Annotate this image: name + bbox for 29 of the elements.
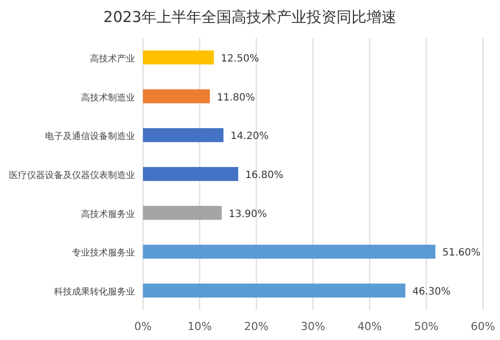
- x-tick-label: 10%: [187, 320, 212, 333]
- data-label: 51.60%: [442, 248, 481, 259]
- bar: [143, 50, 214, 64]
- bar: [143, 284, 406, 298]
- x-tick-label: 50%: [414, 320, 439, 333]
- y-tick-label: 高技术制造业: [81, 92, 135, 104]
- x-tick-label: 40%: [357, 320, 382, 333]
- chart-title: 2023年上半年全国高技术产业投资同比增速: [103, 8, 397, 26]
- y-tick-label: 专业技术服务业: [72, 248, 135, 259]
- x-tick-label: 30%: [300, 320, 326, 333]
- x-tick-label: 0%: [134, 320, 152, 333]
- data-label: 16.80%: [245, 170, 284, 181]
- bar: [143, 128, 224, 142]
- y-tick-label: 高技术服务业: [81, 208, 135, 220]
- bar: [143, 244, 436, 259]
- data-label: 13.90%: [228, 208, 267, 220]
- data-label: 46.30%: [412, 286, 451, 298]
- bar: [143, 167, 238, 181]
- y-tick-label: 高技术产业: [90, 53, 135, 64]
- y-tick-label: 电子及通信设备制造业: [45, 131, 135, 142]
- bar: [143, 206, 222, 220]
- y-tick-label: 医疗仪器设备及仪器仪表制造业: [9, 170, 135, 181]
- data-label: 12.50%: [220, 53, 259, 64]
- x-tick-label: 20%: [244, 320, 269, 333]
- bar: [143, 89, 210, 104]
- x-tick-label: 60%: [470, 320, 496, 333]
- data-label: 11.80%: [216, 92, 256, 104]
- data-label: 14.20%: [230, 131, 269, 142]
- y-tick-label: 科技成果转化服务业: [54, 286, 135, 298]
